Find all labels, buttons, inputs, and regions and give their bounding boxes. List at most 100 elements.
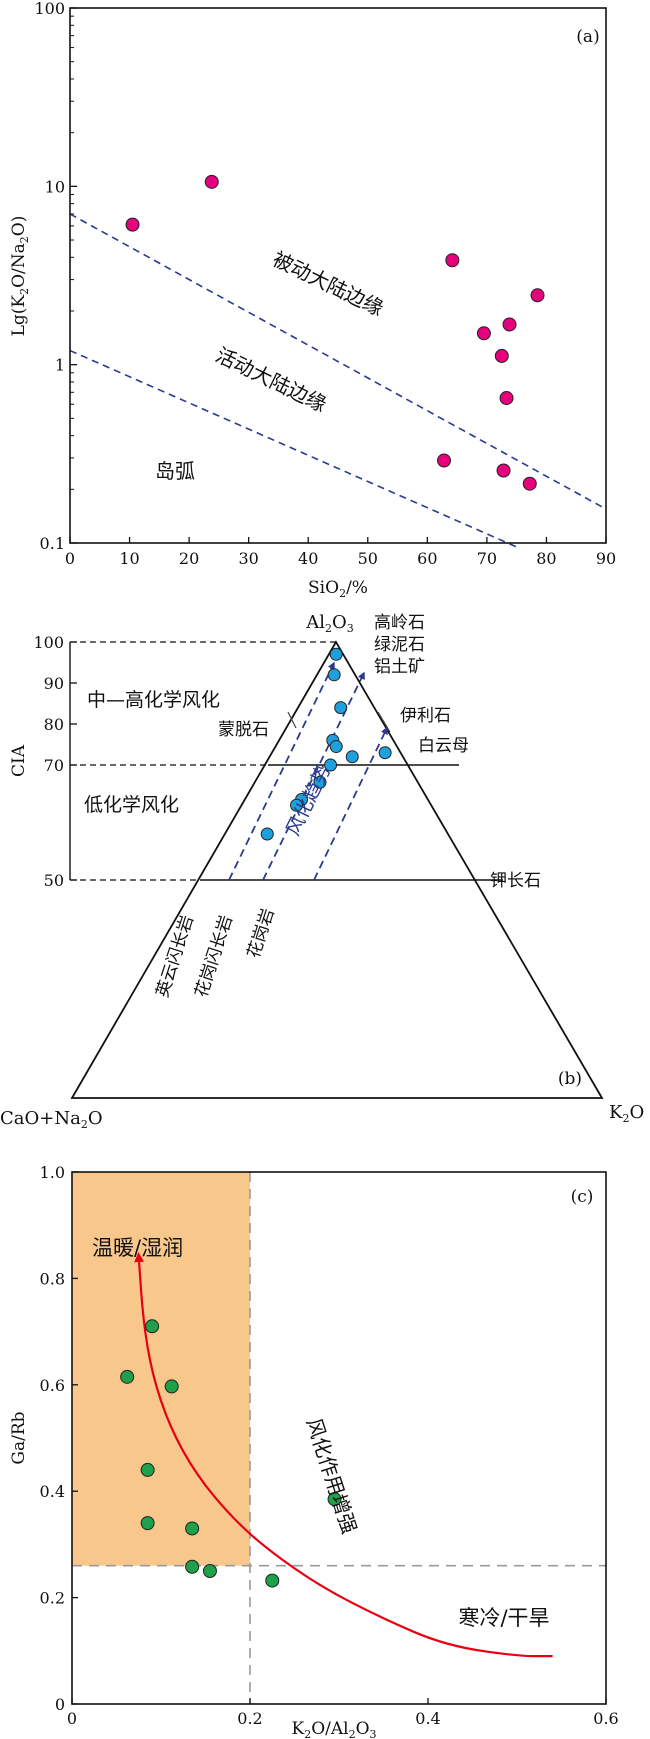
panel-a-chart: 0 10 20 30 40 50 60 70 80 90 0.1 1 10 100 (a) SiO2/%… [9,0,616,600]
data-point [476,326,491,341]
ternary-triangle [70,640,604,1099]
rock-granite: 花岗岩 [244,906,279,961]
trend-arrow-granite [313,726,388,881]
x-tick-label: 20 [179,549,199,568]
boundary-line [69,213,607,510]
cold-arid-label: 寒冷/干旱 [458,1606,549,1630]
zone-passive-margin-label: 被动大陆边缘 [269,247,387,321]
scatter-points [120,1319,342,1588]
x-axis-ticks: 0 10 20 30 40 50 60 70 80 90 [65,537,616,568]
threshold-lines [72,1172,606,1704]
cia-axis-title: CIA [9,744,29,777]
data-point [327,1492,342,1507]
y-tick-label: 0.4 [40,1482,65,1501]
data-point [445,253,460,268]
mineral-illite: 伊利石 [400,706,451,726]
data-point [334,701,348,715]
data-point [502,317,517,332]
data-point [260,827,274,841]
weathering-curve [134,1252,553,1658]
zone-low-weathering-label: 低化学风化 [84,794,179,816]
vertex-label-cao-na2o: CaO+Na2O [0,1108,103,1131]
x-tick-label: 50 [358,549,378,568]
x-tick-label: 0 [67,1709,77,1728]
y-axis-ticks: 0 0.2 0.4 0.6 0.8 1.0 [40,1163,78,1714]
boundary-line [69,349,517,548]
cia-tick-label: 100 [33,633,64,652]
zone-active-margin-label: 活动大陆边缘 [212,343,330,417]
panel-label: (b) [558,1069,582,1089]
mineral-k-feldspar: 钾长石 [490,871,541,891]
apex-label-al2o3: Al2O3 [305,612,354,635]
data-point [164,1379,179,1394]
x-axis-title: K2O/Al2O3 [291,1719,376,1739]
weathering-enhance-label: 风化作用增强 [302,1415,362,1537]
panel-label: (a) [576,27,599,47]
data-point [125,217,140,232]
illite-tie [377,711,391,733]
mineral-smectite: 蒙脱石 [218,720,269,740]
data-point [345,750,359,764]
panel-b-ternary: 100 90 80 70 50 Al2O3 CaO+Na2O K2O CIA 中—高化学… [0,612,644,1131]
data-point [327,668,341,682]
data-point [120,1369,135,1384]
data-point [437,453,452,468]
data-point [329,740,343,754]
plot-frame [69,7,607,544]
panel-c-chart: 0 0.2 0.4 0.6 0 0.2 0.4 0.6 0.8 1.0 (c) 温暖/湿润 风化… [9,1163,619,1739]
x-tick-label: 80 [536,549,556,568]
weathering-trend-label: 风化趋势 [282,761,335,839]
x-tick-label: 90 [596,549,616,568]
data-point [145,1319,160,1334]
x-axis-title: SiO2/% [308,578,368,600]
x-tick-label: 70 [477,549,497,568]
rock-granodiorite: 花岗闪长岩 [192,913,237,1000]
warm-humid-label: 温暖/湿润 [92,1236,183,1260]
data-point [202,1564,217,1578]
plot-frame [71,1171,607,1705]
y-axis-title: Lg(K2O/Na2O) [9,216,31,337]
data-point [140,1462,155,1477]
y-tick-label: 100 [34,0,65,18]
y-axis-ticks: 0.1 1 10 100 [34,0,77,553]
scatter-points [125,174,545,491]
data-point [329,647,343,661]
data-point [185,1521,200,1536]
data-point [185,1559,200,1574]
data-point [499,391,514,406]
mineral-muscovite: 白云母 [418,736,469,756]
y-tick-label: 0 [55,1695,65,1714]
data-point [313,775,327,789]
y-tick-label: 1 [55,356,65,375]
trend-arrow-tonalite [228,661,335,881]
data-point [324,758,338,772]
data-point [494,348,509,363]
panel-label: (c) [571,1187,594,1207]
cia-tick-label: 70 [44,756,64,775]
x-tick-label: 60 [417,549,437,568]
y-tick-label: 10 [45,177,65,196]
mineral-gibbsite: 铝土矿 [374,657,425,677]
smectite-tie [287,711,297,729]
mineral-kaolinite: 高岭石 [374,613,425,633]
y-tick-label: 0.1 [40,534,65,553]
y-tick-label: 1.0 [40,1163,65,1182]
data-point [522,476,537,491]
y-tick-label: 0.8 [40,1269,65,1288]
data-point [378,746,392,760]
warm-humid-zone [72,1172,250,1566]
x-tick-label: 0.4 [415,1709,440,1728]
rock-tonalite: 英云闪长岩 [153,913,198,1000]
zone-island-arc-label: 岛弧 [155,459,195,483]
data-point [140,1516,155,1531]
data-point [290,798,304,812]
data-point [204,174,219,189]
x-tick-label: 40 [298,549,318,568]
x-tick-label: 0.2 [237,1709,262,1728]
ternary-points [260,647,392,841]
mineral-chlorite: 绿泥石 [374,635,425,655]
x-tick-label: 30 [238,549,258,568]
data-point [496,463,511,478]
vertex-label-k2o: K2O [609,1102,644,1125]
